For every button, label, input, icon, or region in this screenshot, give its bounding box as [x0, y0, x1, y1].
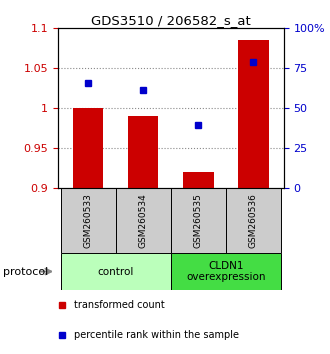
Bar	[115, 188, 171, 253]
Text: percentile rank within the sample: percentile rank within the sample	[74, 330, 239, 341]
Text: GSM260536: GSM260536	[249, 193, 258, 248]
Bar	[226, 188, 281, 253]
Bar	[238, 40, 269, 188]
Title: GDS3510 / 206582_s_at: GDS3510 / 206582_s_at	[91, 14, 251, 27]
Bar	[171, 188, 226, 253]
Text: control: control	[97, 267, 134, 277]
Text: GSM260534: GSM260534	[139, 193, 148, 248]
Bar	[60, 253, 171, 290]
Text: GSM260535: GSM260535	[194, 193, 203, 248]
Bar	[171, 253, 281, 290]
Bar	[60, 188, 116, 253]
Bar	[128, 116, 158, 188]
Text: transformed count: transformed count	[74, 300, 164, 310]
Text: CLDN1
overexpression: CLDN1 overexpression	[186, 261, 266, 282]
Bar	[73, 108, 103, 188]
Text: GSM260533: GSM260533	[83, 193, 93, 248]
Text: protocol: protocol	[3, 267, 49, 277]
Bar	[183, 172, 214, 188]
